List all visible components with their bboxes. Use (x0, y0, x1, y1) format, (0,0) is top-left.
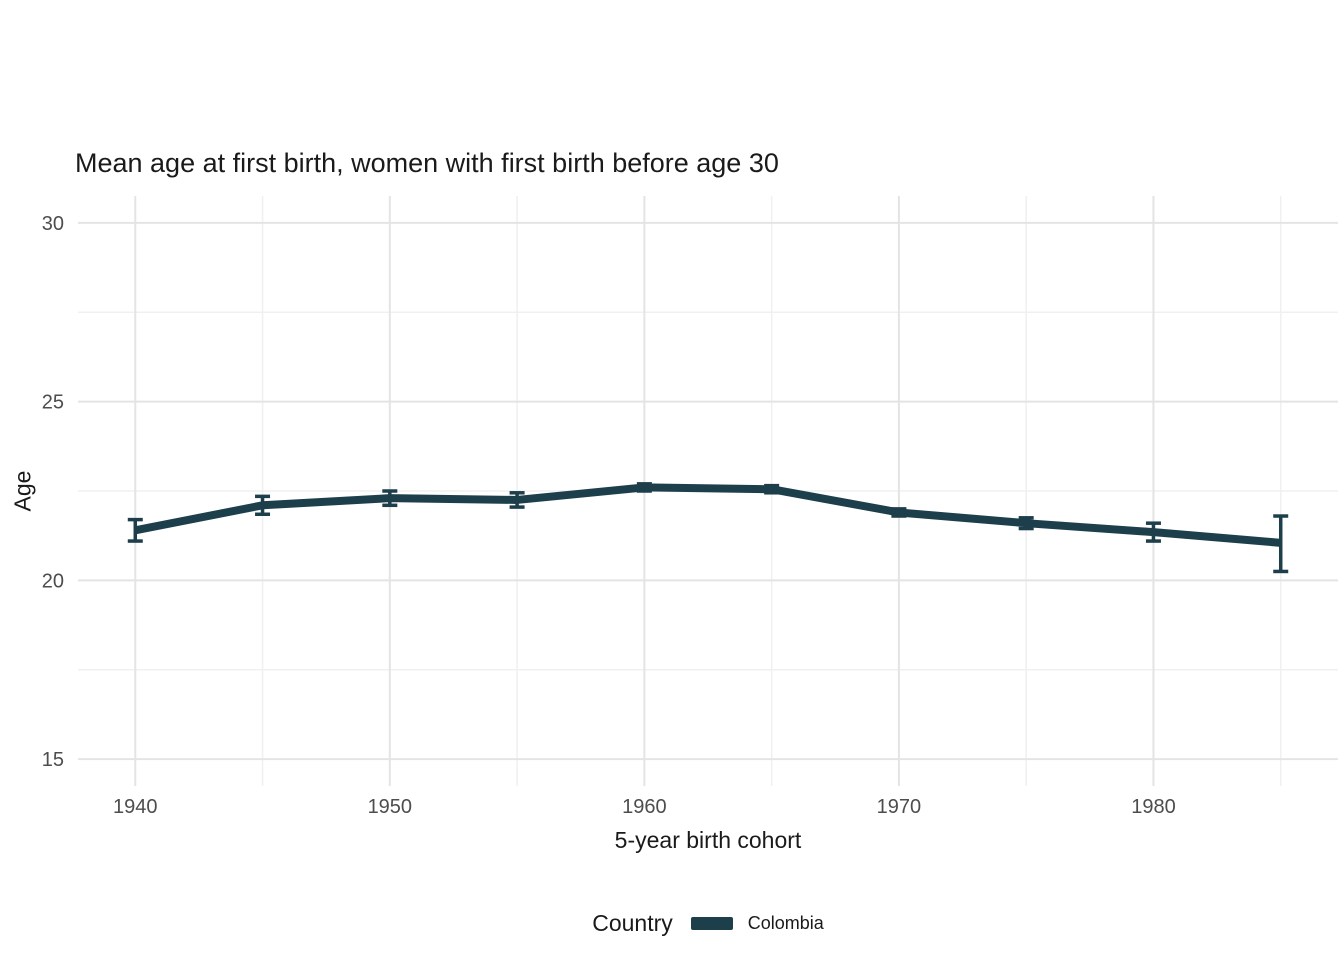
chart-title: Mean age at first birth, women with firs… (75, 148, 779, 178)
legend-key-swatch (690, 916, 733, 930)
x-tick-label: 1960 (622, 796, 667, 818)
legend-entry-label: Colombia (747, 912, 824, 933)
y-tick-label: 30 (42, 213, 64, 235)
x-tick-label: 1970 (877, 796, 922, 818)
legend-title: Country (592, 909, 673, 936)
x-axis-title: 5-year birth cohort (614, 827, 802, 853)
x-tick-label: 1950 (368, 796, 413, 818)
y-tick-label: 15 (42, 749, 64, 771)
y-tick-label: 20 (42, 570, 64, 592)
x-tick-label: 1980 (1131, 796, 1176, 818)
y-tick-label: 25 (42, 392, 64, 414)
x-tick-label: 1940 (113, 796, 158, 818)
series-line-colombia (134, 483, 1282, 547)
legend: Country Colombia (78, 903, 1338, 943)
